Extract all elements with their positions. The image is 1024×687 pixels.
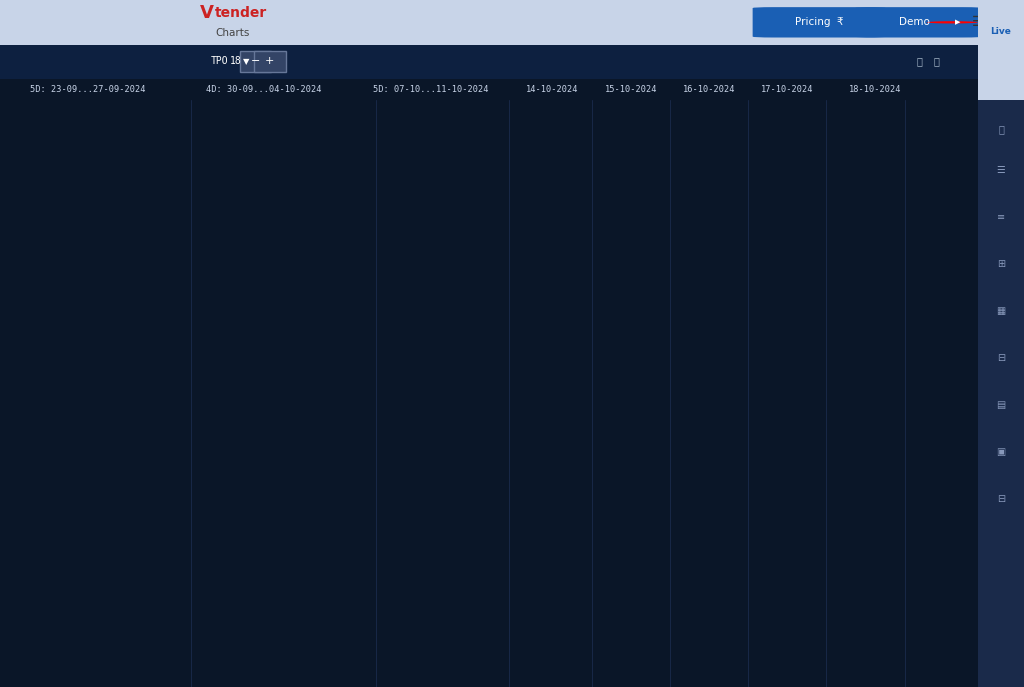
Text: tender: tender: [215, 6, 267, 21]
Circle shape: [927, 21, 978, 23]
Text: 💾: 💾: [916, 56, 923, 66]
Text: ⬛: ⬛: [998, 124, 1004, 134]
Text: Demo: Demo: [899, 17, 930, 27]
Text: ▶: ▶: [954, 19, 961, 25]
Text: ☰: ☰: [972, 15, 984, 30]
Text: ⓘ: ⓘ: [989, 16, 997, 29]
Text: 18-10-2024: 18-10-2024: [849, 85, 901, 94]
Text: 15-10-2024: 15-10-2024: [604, 85, 657, 94]
Text: 5D: 07-10...11-10-2024: 5D: 07-10...11-10-2024: [373, 85, 488, 94]
Text: 18: 18: [229, 56, 242, 66]
Text: ≡: ≡: [997, 212, 1005, 222]
Text: UG: UG: [1007, 18, 1021, 27]
FancyBboxPatch shape: [991, 8, 1024, 37]
FancyBboxPatch shape: [240, 52, 271, 72]
Text: ☰: ☰: [996, 165, 1006, 175]
Text: V: V: [200, 4, 214, 23]
Text: 4D: 30-09...04-10-2024: 4D: 30-09...04-10-2024: [206, 85, 322, 94]
FancyBboxPatch shape: [254, 52, 286, 72]
Text: 📷: 📷: [934, 56, 940, 66]
Text: ▤: ▤: [996, 400, 1006, 410]
Text: 17-10-2024: 17-10-2024: [761, 85, 813, 94]
Text: ▦: ▦: [996, 306, 1006, 316]
Text: 14-10-2024: 14-10-2024: [526, 85, 579, 94]
Text: −: −: [251, 56, 260, 66]
Text: ⊞: ⊞: [997, 259, 1005, 269]
Text: ▼: ▼: [243, 56, 249, 66]
Text: +: +: [265, 56, 274, 66]
Text: 5D: 23-09...27-09-2024: 5D: 23-09...27-09-2024: [31, 85, 145, 94]
FancyBboxPatch shape: [753, 7, 886, 38]
Text: Live: Live: [990, 27, 1012, 36]
Text: TPO: TPO: [210, 56, 228, 66]
FancyBboxPatch shape: [855, 7, 983, 38]
Text: 16-10-2024: 16-10-2024: [683, 85, 735, 94]
Text: ▣: ▣: [996, 447, 1006, 457]
Text: Pricing  ₹: Pricing ₹: [795, 17, 844, 27]
Text: ⊟: ⊟: [997, 494, 1005, 504]
Text: Charts: Charts: [215, 28, 250, 38]
Text: ⊟: ⊟: [997, 353, 1005, 363]
